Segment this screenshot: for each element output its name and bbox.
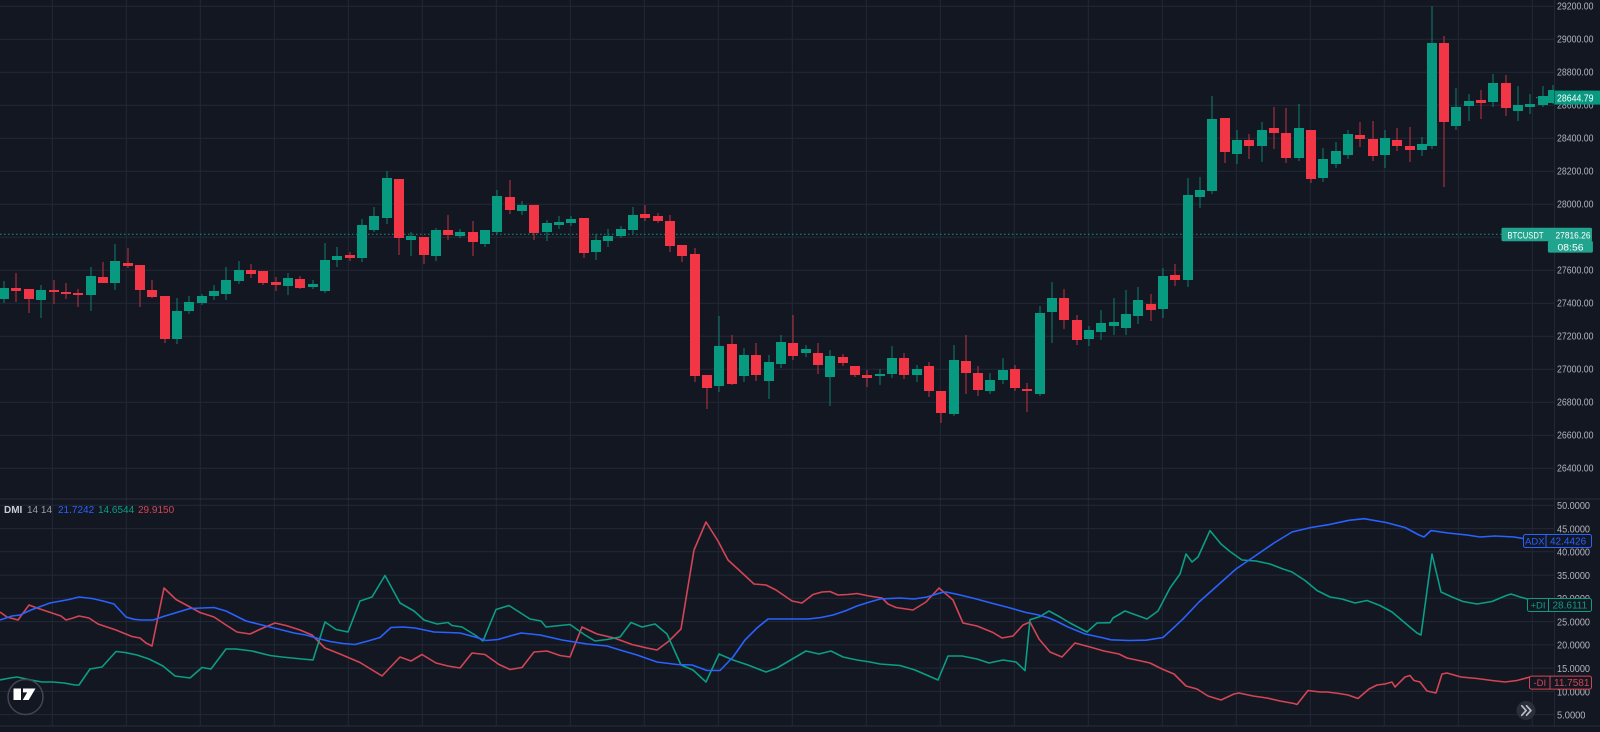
svg-text:26600.00: 26600.00 bbox=[1557, 430, 1594, 442]
svg-text:25.0000: 25.0000 bbox=[1557, 616, 1590, 628]
svg-text:45.0000: 45.0000 bbox=[1557, 523, 1590, 535]
svg-text:+DI: +DI bbox=[1530, 601, 1545, 612]
svg-text:29.9150: 29.9150 bbox=[138, 505, 175, 516]
svg-text:ADX: ADX bbox=[1525, 537, 1545, 548]
svg-text:26800.00: 26800.00 bbox=[1557, 397, 1594, 409]
svg-text:35.0000: 35.0000 bbox=[1557, 570, 1590, 582]
svg-text:5.0000: 5.0000 bbox=[1557, 710, 1586, 722]
svg-text:27200.00: 27200.00 bbox=[1557, 331, 1594, 343]
svg-text:27816.26: 27816.26 bbox=[1556, 230, 1591, 241]
svg-text:14.6544: 14.6544 bbox=[98, 505, 135, 516]
svg-text:28800.00: 28800.00 bbox=[1557, 67, 1594, 79]
svg-text:40.0000: 40.0000 bbox=[1557, 547, 1590, 559]
svg-text:08:56: 08:56 bbox=[1558, 243, 1584, 254]
svg-text:26400.00: 26400.00 bbox=[1557, 463, 1594, 475]
svg-text:14 14: 14 14 bbox=[27, 505, 52, 516]
svg-text:27400.00: 27400.00 bbox=[1557, 298, 1594, 310]
svg-text:50.0000: 50.0000 bbox=[1557, 500, 1590, 512]
svg-text:27600.00: 27600.00 bbox=[1557, 265, 1594, 277]
svg-text:28200.00: 28200.00 bbox=[1557, 166, 1594, 178]
svg-text:BTCUSDT: BTCUSDT bbox=[1508, 230, 1544, 241]
svg-text:29200.00: 29200.00 bbox=[1557, 1, 1594, 13]
svg-text:28400.00: 28400.00 bbox=[1557, 133, 1594, 145]
svg-text:27000.00: 27000.00 bbox=[1557, 364, 1594, 376]
svg-text:20.0000: 20.0000 bbox=[1557, 640, 1590, 652]
svg-text:28000.00: 28000.00 bbox=[1557, 199, 1594, 211]
svg-text:DMI: DMI bbox=[4, 505, 23, 516]
svg-text:15.0000: 15.0000 bbox=[1557, 663, 1590, 675]
svg-text:-DI: -DI bbox=[1533, 678, 1546, 689]
svg-text:21.7242: 21.7242 bbox=[58, 505, 95, 516]
svg-text:42.4426: 42.4426 bbox=[1550, 537, 1587, 548]
svg-text:28644.79: 28644.79 bbox=[1557, 92, 1594, 104]
svg-text:29000.00: 29000.00 bbox=[1557, 34, 1594, 46]
svg-text:28.6111: 28.6111 bbox=[1553, 601, 1588, 612]
svg-text:11.7581: 11.7581 bbox=[1554, 678, 1590, 689]
